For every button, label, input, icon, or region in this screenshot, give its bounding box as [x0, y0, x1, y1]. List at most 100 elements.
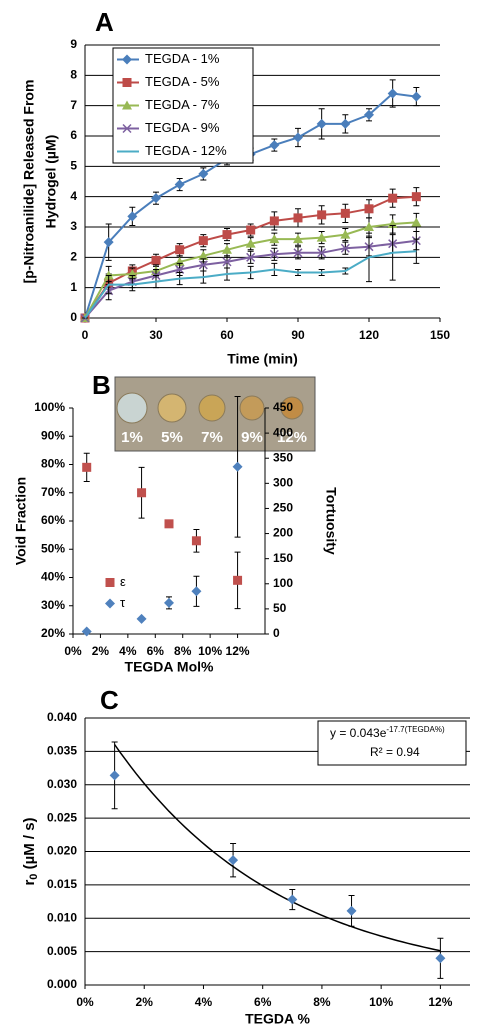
y-tick-label: 0.020	[47, 844, 77, 858]
marker	[340, 243, 350, 253]
y-tick-label: 100%	[34, 400, 65, 414]
x-tick-label: 30	[149, 328, 163, 342]
legend-marker	[122, 78, 132, 87]
y-axis-title: Hydrogel (µM)	[43, 135, 59, 229]
marker	[222, 230, 232, 240]
marker	[388, 193, 398, 203]
hydrogel-disc	[157, 393, 187, 423]
legend-marker	[105, 578, 115, 587]
y-tick-label: 2	[70, 250, 77, 264]
inset-label: 12%	[277, 429, 307, 446]
x-tick-label: 2%	[92, 644, 110, 658]
y-tick-label: 0.010	[47, 910, 77, 924]
marker	[293, 234, 303, 244]
marker	[293, 132, 303, 143]
panel-label: C	[100, 685, 119, 715]
x-tick-label: 6%	[254, 995, 272, 1009]
marker	[198, 168, 209, 179]
fit-box	[317, 720, 467, 766]
x-axis-title: TEGDA %	[245, 1011, 310, 1027]
x-tick-label: 4%	[119, 644, 137, 658]
y2-tick-label: 50	[273, 601, 287, 615]
y2-tick-label: 400	[273, 425, 293, 439]
marker	[346, 905, 357, 916]
y-tick-label: 1	[70, 280, 77, 294]
inset-label: 7%	[201, 429, 223, 446]
x-tick-label: 0%	[64, 644, 82, 658]
y-tick-label: 50%	[41, 541, 65, 555]
legend-label: TEGDA - 7%	[145, 97, 220, 112]
x-tick-label: 2%	[136, 995, 154, 1009]
x-tick-label: 0%	[76, 995, 94, 1009]
y2-axis-title: Tortuosity	[323, 487, 339, 555]
fit-equation-exponent: -17.7(TEGDA%)	[386, 725, 445, 734]
hydrogel-disc	[116, 392, 148, 424]
fit-curve	[113, 744, 441, 952]
y-title-part: r	[21, 880, 38, 886]
legend-label: τ	[120, 595, 126, 610]
marker	[81, 626, 92, 637]
marker	[228, 855, 239, 866]
panel-label: A	[95, 7, 114, 37]
x-axis-title: TEGDA Mol%	[125, 659, 214, 675]
fit-equation-text: y = 0.043e	[330, 726, 387, 740]
marker	[109, 770, 120, 781]
marker	[340, 229, 351, 239]
marker	[269, 249, 279, 259]
legend-label: TEGDA - 12%	[145, 143, 227, 158]
legend-label: TEGDA - 5%	[145, 74, 220, 89]
y-axis-title: [p-Nitroanilide] Released From	[21, 80, 37, 284]
x-tick-label: 10%	[198, 644, 222, 658]
marker	[151, 255, 161, 265]
marker	[411, 91, 422, 102]
legend-label: TEGDA - 1%	[145, 51, 220, 66]
marker	[191, 536, 201, 546]
fit-equation: y = 0.043e-17.7(TEGDA%)	[330, 725, 445, 740]
marker	[222, 257, 232, 267]
marker	[82, 462, 92, 472]
y-tick-label: 9	[70, 37, 77, 51]
y-tick-label: 90%	[41, 428, 65, 442]
inset-label: 5%	[161, 429, 183, 446]
x-tick-label: 4%	[195, 995, 213, 1009]
y-tick-label: 6	[70, 128, 77, 142]
y-tick-label: 4	[70, 189, 77, 203]
marker	[411, 217, 422, 227]
y-tick-label: 5	[70, 159, 77, 173]
legend-marker	[122, 100, 132, 110]
marker	[174, 179, 185, 190]
y2-tick-label: 300	[273, 476, 293, 490]
y-title-part: (µM / s)	[21, 817, 38, 873]
marker	[317, 210, 327, 220]
marker	[269, 234, 280, 244]
y-axis-title: r0 (µM / s)	[21, 817, 40, 885]
y2-tick-label: 150	[273, 551, 293, 565]
legend-marker	[105, 598, 115, 609]
marker	[246, 252, 256, 262]
y-tick-label: 8	[70, 68, 77, 82]
panel-1: 1% 5% 7% 9% 12% 20% 30% 40% 50% 60% 70% 80% 90% 100% 0…	[13, 370, 340, 675]
marker	[364, 109, 374, 120]
x-tick-label: 12%	[428, 995, 452, 1009]
y-tick-label: 80%	[41, 457, 65, 471]
marker	[435, 953, 446, 964]
y-title-sub: 0	[28, 874, 40, 880]
marker	[164, 597, 174, 608]
marker	[191, 586, 202, 597]
x-tick-label: 0	[82, 328, 89, 342]
inset-label: 1%	[121, 429, 143, 446]
legend-label: TEGDA - 9%	[145, 120, 220, 135]
fit-r2: R² = 0.94	[370, 745, 420, 759]
y-tick-label: 0.015	[47, 877, 77, 891]
marker	[317, 248, 327, 258]
hydrogel-disc	[239, 395, 265, 421]
marker	[411, 192, 421, 202]
x-tick-label: 90	[291, 328, 305, 342]
y-tick-label: 0.030	[47, 777, 77, 791]
marker	[151, 193, 161, 204]
y-tick-label: 0.005	[47, 944, 77, 958]
marker	[364, 222, 374, 231]
y2-tick-label: 450	[273, 400, 293, 414]
marker	[164, 519, 174, 529]
